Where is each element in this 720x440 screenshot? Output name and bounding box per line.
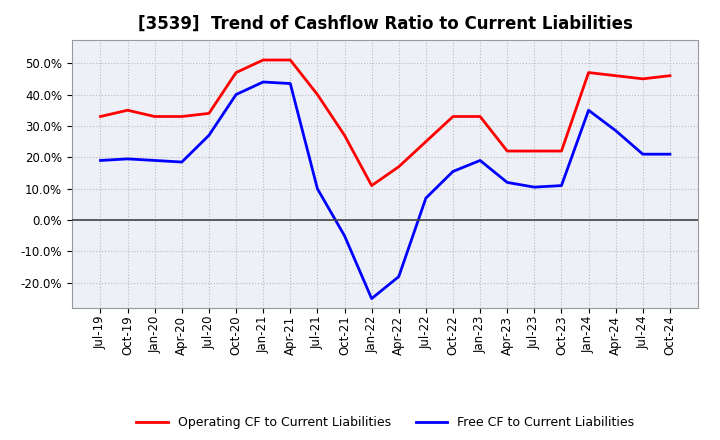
Free CF to Current Liabilities (639, 151, 647, 157)
Free CF to Current Liabilities (476, 158, 485, 163)
Operating CF to Current Liabilities (204, 111, 213, 116)
Free CF to Current Liabilities (584, 108, 593, 113)
Operating CF to Current Liabilities (286, 57, 294, 62)
Operating CF to Current Liabilities (178, 114, 186, 119)
Operating CF to Current Liabilities (313, 92, 322, 97)
Operating CF to Current Liabilities (341, 133, 349, 138)
Free CF to Current Liabilities (178, 159, 186, 165)
Free CF to Current Liabilities (286, 81, 294, 86)
Free CF to Current Liabilities (204, 133, 213, 138)
Operating CF to Current Liabilities (232, 70, 240, 75)
Free CF to Current Liabilities (150, 158, 159, 163)
Operating CF to Current Liabilities (639, 76, 647, 81)
Operating CF to Current Liabilities (259, 57, 268, 62)
Operating CF to Current Liabilities (584, 70, 593, 75)
Operating CF to Current Liabilities (611, 73, 620, 78)
Operating CF to Current Liabilities (150, 114, 159, 119)
Free CF to Current Liabilities (665, 151, 674, 157)
Line: Operating CF to Current Liabilities: Operating CF to Current Liabilities (101, 60, 670, 186)
Free CF to Current Liabilities (530, 184, 539, 190)
Operating CF to Current Liabilities (449, 114, 457, 119)
Free CF to Current Liabilities (123, 156, 132, 161)
Free CF to Current Liabilities (313, 186, 322, 191)
Operating CF to Current Liabilities (367, 183, 376, 188)
Operating CF to Current Liabilities (530, 148, 539, 154)
Operating CF to Current Liabilities (503, 148, 511, 154)
Operating CF to Current Liabilities (123, 108, 132, 113)
Legend: Operating CF to Current Liabilities, Free CF to Current Liabilities: Operating CF to Current Liabilities, Fre… (136, 416, 634, 429)
Free CF to Current Liabilities (611, 128, 620, 133)
Free CF to Current Liabilities (557, 183, 566, 188)
Free CF to Current Liabilities (232, 92, 240, 97)
Free CF to Current Liabilities (395, 274, 403, 279)
Operating CF to Current Liabilities (421, 139, 430, 144)
Free CF to Current Liabilities (421, 195, 430, 201)
Free CF to Current Liabilities (367, 296, 376, 301)
Free CF to Current Liabilities (449, 169, 457, 174)
Operating CF to Current Liabilities (665, 73, 674, 78)
Title: [3539]  Trend of Cashflow Ratio to Current Liabilities: [3539] Trend of Cashflow Ratio to Curren… (138, 15, 633, 33)
Operating CF to Current Liabilities (96, 114, 105, 119)
Free CF to Current Liabilities (259, 79, 268, 84)
Line: Free CF to Current Liabilities: Free CF to Current Liabilities (101, 82, 670, 299)
Operating CF to Current Liabilities (395, 164, 403, 169)
Free CF to Current Liabilities (503, 180, 511, 185)
Free CF to Current Liabilities (341, 233, 349, 238)
Free CF to Current Liabilities (96, 158, 105, 163)
Operating CF to Current Liabilities (557, 148, 566, 154)
Operating CF to Current Liabilities (476, 114, 485, 119)
